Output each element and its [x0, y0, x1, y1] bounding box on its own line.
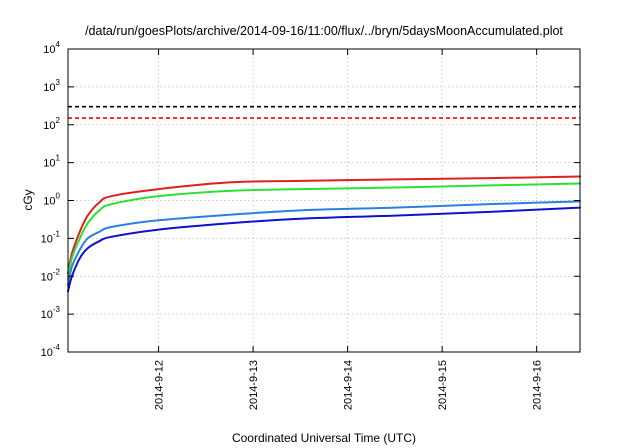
x-tick-label: 2014-9-15: [437, 360, 449, 410]
x-tick-label: 2014-9-12: [154, 360, 166, 410]
series-lines: [67, 175, 581, 293]
x-tick-labels: 2014-9-12 2014-9-13 2014-9-14 2014-9-15 2014…: [154, 360, 544, 410]
y-axis-label: cGy: [21, 189, 35, 210]
series-line: [67, 206, 581, 293]
y-tick-label: 101: [43, 154, 60, 170]
y-tick-label: 10-4: [41, 343, 61, 359]
series-line: [67, 175, 581, 275]
series-line: [67, 200, 581, 286]
chart-title: /data/run/goesPlots/archive/2014-09-16/1…: [85, 24, 563, 38]
y-tick-label: 100: [43, 192, 60, 208]
y-tick-labels: 10-4 10-3 10-2 10-1 100 101 102 103 104: [41, 40, 61, 359]
x-axis-label: Coordinated Universal Time (UTC): [232, 431, 416, 445]
threshold-lines: [68, 105, 580, 119]
y-tick-label: 103: [43, 78, 60, 94]
y-tick-label: 104: [43, 40, 60, 56]
x-tick-label: 2014-9-14: [343, 360, 355, 410]
x-tick-label: 2014-9-16: [532, 360, 544, 410]
y-tick-label: 102: [43, 116, 60, 132]
y-tick-label: 10-1: [41, 229, 61, 245]
y-tick-label: 10-3: [41, 305, 61, 321]
axis-ticks: [68, 48, 580, 353]
x-tick-label: 2014-9-13: [248, 360, 260, 410]
series-line: [67, 182, 581, 279]
grid: [68, 49, 580, 352]
y-tick-label: 10-2: [41, 267, 61, 283]
